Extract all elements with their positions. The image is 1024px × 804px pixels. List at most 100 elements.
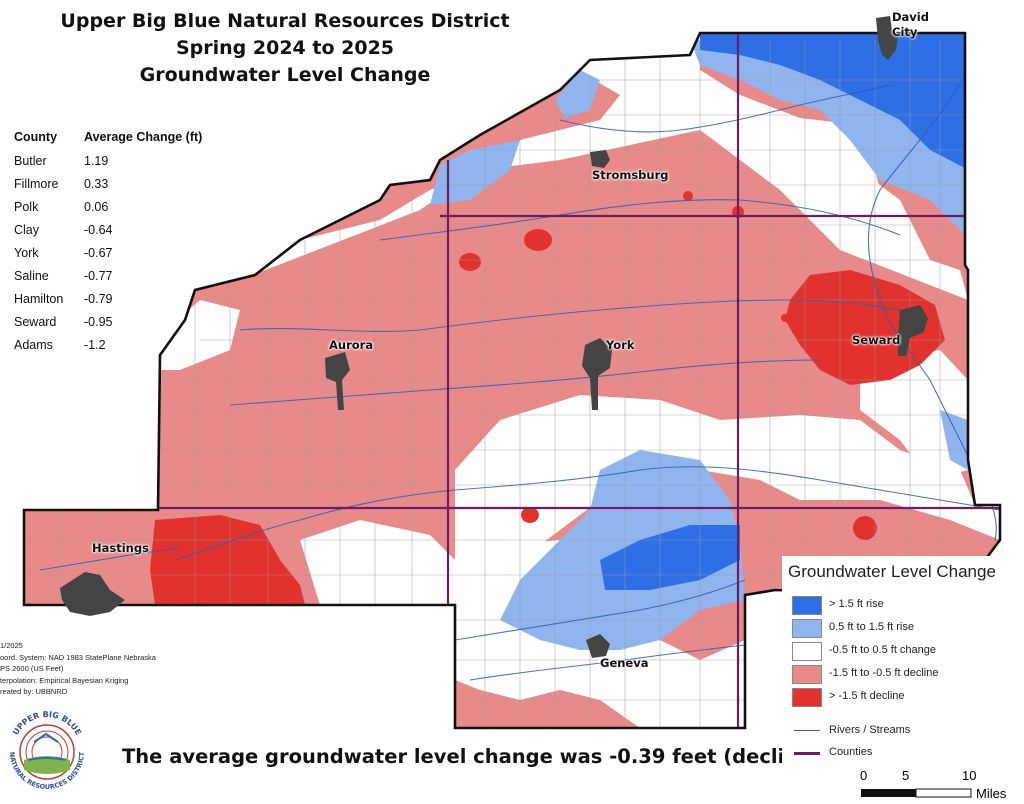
zone-strong-rise-south — [600, 525, 740, 590]
town-label-geneva: Geneva — [600, 656, 649, 670]
header-county: County — [14, 130, 58, 144]
town-shape-hastings — [60, 572, 125, 616]
legend-label: Rivers / Streams — [829, 724, 911, 736]
county-change: 0.33 — [84, 177, 109, 191]
legend-swatch — [792, 665, 822, 684]
scale-tick-5: 5 — [902, 768, 909, 783]
town-label-stromsburg: Stromsburg — [592, 168, 669, 182]
zone-neutral-southwest — [300, 520, 455, 605]
town-shape-geneva — [586, 634, 610, 658]
legend-label: Counties — [829, 746, 873, 758]
zone-light-rise-northwest — [555, 70, 600, 118]
legend: Groundwater Level Change > 1.5 ft rise 0… — [782, 556, 1022, 766]
zone-strong-decline-south-east — [853, 516, 877, 540]
scale-bar: 0 5 10 Miles — [860, 768, 1007, 801]
river-north-tributary — [559, 84, 891, 133]
zone-neutral-central — [455, 395, 1000, 600]
town-footprints — [60, 16, 928, 658]
town-shape-seward — [898, 305, 928, 356]
zone-strong-decline-hastings — [150, 515, 305, 605]
town-label-david-city: David City — [892, 10, 929, 39]
metadata-date: 1/2025 — [0, 641, 23, 650]
legend-label: > 1.5 ft rise — [829, 598, 884, 610]
river-north-branch — [239, 299, 921, 332]
legend-swatch — [792, 642, 822, 661]
legend-label: -0.5 ft to 0.5 ft change — [829, 644, 937, 656]
legend-label: > -1.5 ft decline — [829, 690, 905, 702]
zone-strong-decline-south — [521, 507, 539, 523]
zone-strong-decline-seward — [785, 270, 945, 385]
legend-swatch — [792, 619, 822, 638]
table-row: Clay -0.64 — [14, 222, 202, 245]
county-name: Adams — [14, 338, 53, 352]
average-change-statement: The average groundwater level change was… — [122, 745, 821, 768]
metadata-projection: PS 2600 (US Feet) — [0, 664, 64, 673]
table-row: Polk 0.06 — [14, 199, 202, 222]
county-change: -0.77 — [84, 269, 113, 283]
table-header-row: County Average Change (ft) — [14, 130, 202, 153]
county-change: 0.06 — [84, 200, 109, 214]
river-beaver-creek — [379, 199, 901, 241]
scale-segment-black — [861, 789, 916, 797]
zone-strong-rise-northeast — [700, 34, 965, 168]
map-title: Upper Big Blue Natural Resources Distric… — [40, 8, 530, 89]
legend-counties-line — [794, 752, 820, 755]
scale-tick-0: 0 — [860, 768, 867, 783]
scale-segment-white — [915, 788, 972, 798]
table-row: York -0.67 — [14, 245, 202, 268]
rivers-layer — [39, 74, 1000, 681]
county-name: Saline — [14, 269, 49, 283]
county-change: -0.79 — [84, 292, 113, 306]
river-lincoln-creek — [229, 359, 821, 406]
table-row: Fillmore 0.33 — [14, 176, 202, 199]
county-change: -0.95 — [84, 315, 113, 329]
county-name: Hamilton — [14, 292, 64, 306]
county-change: -1.2 — [84, 338, 106, 352]
town-label-seward: Seward — [852, 333, 901, 347]
zone-light-rise-north — [430, 140, 520, 205]
nrd-logo: UPPER BIG BLUE NATURAL RESOURCES DISTRIC… — [8, 710, 86, 791]
county-name: York — [14, 246, 39, 260]
town-label-york: York — [606, 338, 635, 352]
title-line-topic: Groundwater Level Change — [139, 64, 431, 86]
legend-swatch — [792, 688, 822, 707]
county-change: -0.64 — [84, 223, 113, 237]
county-name: Polk — [14, 200, 39, 214]
county-name: Fillmore — [14, 177, 59, 191]
town-shape-aurora — [325, 352, 350, 410]
zone-strong-decline-center — [781, 314, 789, 322]
zone-strong-decline-york-north — [524, 229, 552, 251]
metadata-creator: reated by: UBBNRD — [0, 687, 68, 696]
table-row: Saline -0.77 — [14, 268, 202, 291]
river-hastings-creek — [39, 547, 181, 571]
metadata-coordinate-system: oord. System: NAD 1983 StatePlane Nebras… — [0, 652, 156, 662]
county-change: 1.19 — [84, 154, 109, 168]
title-line-period: Spring 2024 to 2025 — [175, 37, 395, 59]
table-row: Adams -1.2 — [14, 337, 202, 360]
map-metadata: 1/2025 oord. System: NAD 1983 StatePlane… — [0, 640, 156, 698]
legend-label: 0.5 ft to 1.5 ft rise — [829, 621, 914, 633]
legend-swatch — [792, 596, 822, 615]
legend-rivers-line — [794, 730, 820, 731]
town-label-hastings: Hastings — [92, 541, 149, 555]
zone-neutral-northeast — [820, 150, 880, 230]
table-row: Seward -0.95 — [14, 314, 202, 337]
town-label-aurora: Aurora — [329, 338, 374, 352]
zone-light-rise-east — [940, 410, 968, 470]
county-name: Seward — [14, 315, 57, 329]
legend-label: -1.5 ft to -0.5 ft decline — [829, 667, 939, 679]
metadata-interpolation: terpolation: Empirical Bayesian Kriging — [0, 675, 129, 685]
county-average-table: County Average Change (ft) Butler 1.19 Fi… — [14, 130, 202, 360]
town-shape-york — [582, 338, 612, 410]
zone-strong-decline-stromsburg — [683, 191, 693, 201]
title-line-district: Upper Big Blue Natural Resources Distric… — [60, 10, 510, 32]
river-turkey-creek — [454, 579, 746, 641]
scale-tick-10: 10 — [962, 768, 976, 783]
county-name: Butler — [14, 154, 47, 168]
county-name: Clay — [14, 223, 40, 237]
table-row: Hamilton -0.79 — [14, 291, 202, 314]
scale-unit: Miles — [976, 786, 1007, 801]
river-west-fork — [174, 466, 1000, 561]
header-average-change: Average Change (ft) — [84, 130, 203, 144]
zone-strong-decline-west — [459, 253, 481, 271]
